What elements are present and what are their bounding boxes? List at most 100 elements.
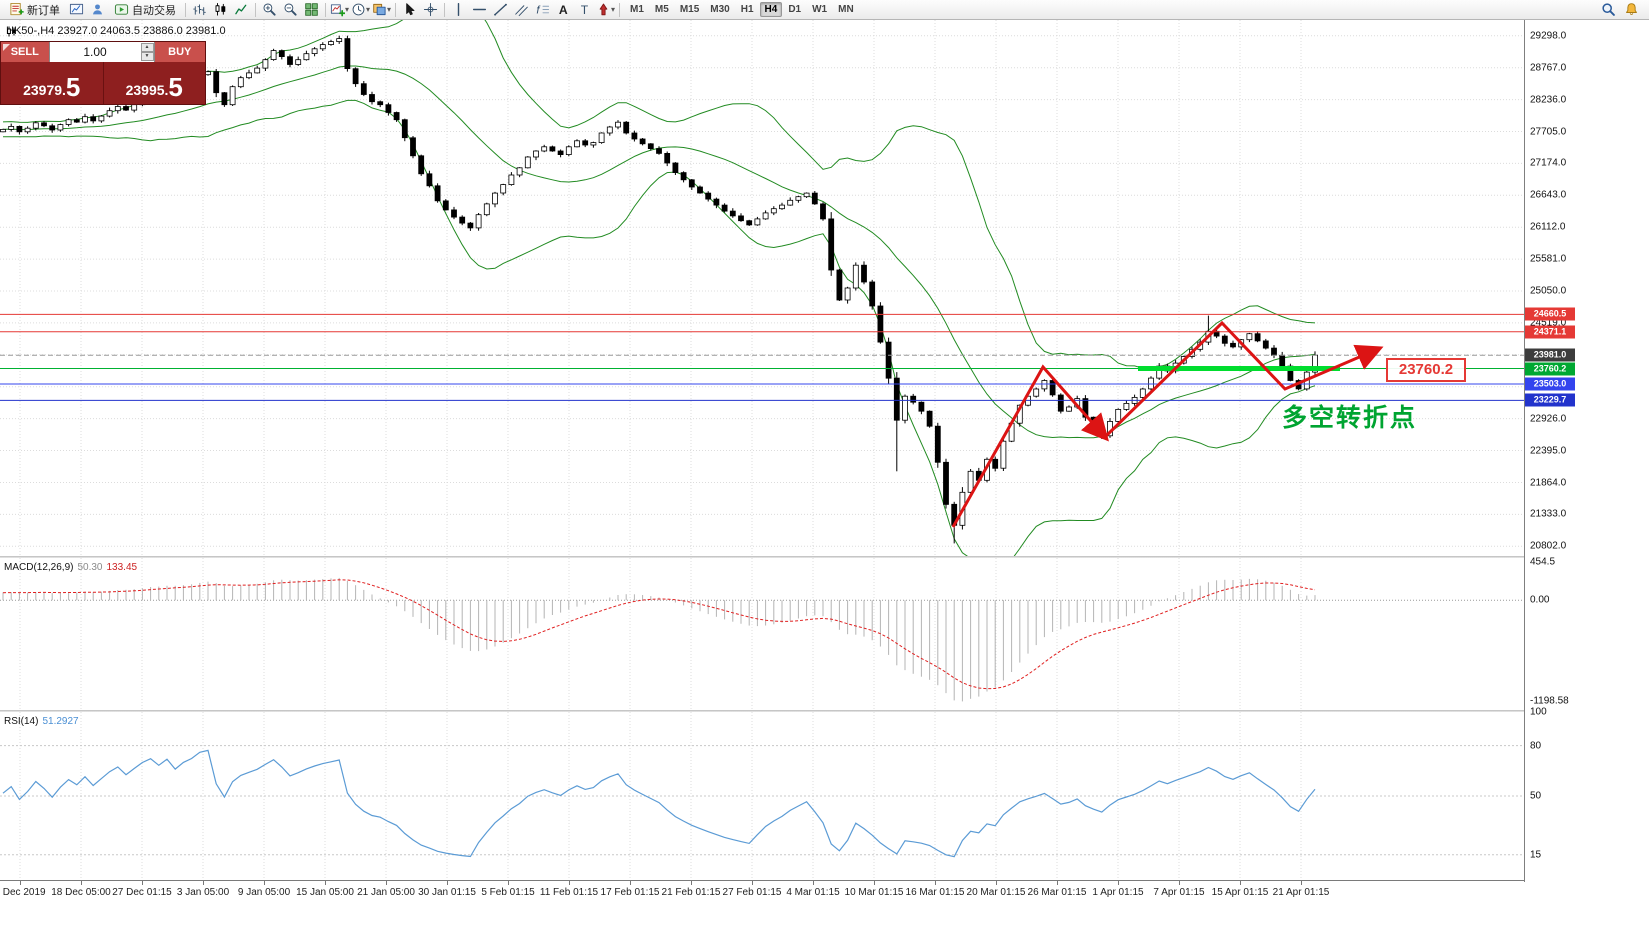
templates-icon[interactable]: ▾ [371,0,392,20]
volume-increase-button[interactable]: ▲ [140,43,154,52]
time-axis-label: 20 Mar 01:15 [966,887,1026,898]
time-axis-label: 1 Apr 01:15 [1092,887,1144,898]
cursor-icon[interactable] [399,0,420,20]
text-icon[interactable]: A [553,0,574,20]
dropdown-caret-icon[interactable]: ▾ [610,5,615,14]
rsi-indicator-label: RSI(14) 51.2927 [4,716,79,727]
volume-decrease-button[interactable]: ▼ [140,52,154,61]
time-tick [935,881,936,885]
periods-icon[interactable]: ▾ [350,0,371,20]
toolbar-separator [185,2,186,17]
timeframe-button-m15[interactable]: M15 [675,2,704,17]
symbol-ohlc-text: HK50-,H4 23927.0 24063.5 23886.0 23981.0 [6,25,226,37]
one-click-collapse-icon[interactable] [3,44,10,51]
new-chart-icon[interactable]: ▾ [329,0,350,20]
volume-spinner[interactable]: 1.00 ▲ ▼ [48,42,155,62]
price-axis-label: 26643.0 [1530,189,1567,201]
price-axis-label: 20802.0 [1530,540,1567,552]
horizontal-line-icon[interactable] [469,0,490,20]
chart-window[interactable]: 29298.0 28767.0 28236.0 27705.0 27174.0 26643… [0,20,1649,948]
charts-icon[interactable] [66,0,87,20]
time-tick [1179,881,1180,885]
toolbar-separator [255,2,256,17]
macd-signal-line [2,579,1316,690]
panel-separator[interactable] [0,710,1649,712]
price-axis[interactable]: 29298.0 28767.0 28236.0 27705.0 27174.0 26643… [1524,20,1649,882]
bar-chart-icon[interactable] [189,0,210,20]
rsi-axis-label: 15 [1530,849,1542,861]
label-icon[interactable]: T [574,0,595,20]
time-tick [386,881,387,885]
time-tick [1301,881,1302,885]
sell-price[interactable]: 23979. 5 [1,62,103,104]
time-axis-label: 27 Dec 01:15 [112,887,172,898]
zoom-out-icon[interactable] [280,0,301,20]
zoom-in-icon[interactable] [259,0,280,20]
search-icon[interactable] [1598,0,1619,20]
sell-button[interactable]: SELL [1,42,49,62]
equidistant-channel-icon[interactable] [511,0,532,20]
turning-point-annotation: 多空转折点 [1282,404,1418,432]
timeframe-button-m1[interactable]: M1 [625,2,649,17]
macd-main-value: 50.30 [77,562,103,573]
timeframe-button-h4[interactable]: H4 [759,2,783,17]
trend-arrows [951,320,1384,528]
time-tick [447,881,448,885]
time-axis-label: 27 Feb 01:15 [722,887,782,898]
timeframe-button-mn[interactable]: MN [833,2,859,17]
buy-price-main: 23995. [125,82,169,98]
rsi-panel-canvas[interactable] [0,712,1524,880]
panel-separator[interactable] [0,556,1649,558]
sell-price-big-digit: 5 [65,72,81,102]
price-axis-label: 27174.0 [1530,157,1567,169]
rsi-name: RSI(14) [4,716,39,727]
main-chart-canvas[interactable] [0,20,1524,556]
timeframe-button-m30[interactable]: M30 [705,2,734,17]
price-tag: 23503.0 [1525,377,1575,391]
price-axis-label: 21333.0 [1530,508,1567,520]
dropdown-caret-icon[interactable]: ▾ [344,5,349,14]
timeframe-button-d1[interactable]: D1 [783,2,806,17]
line-chart-icon[interactable] [231,0,252,20]
arrows-icon[interactable]: ▾ [595,0,616,20]
profiles-icon[interactable] [87,0,108,20]
price-axis-label: 29298.0 [1530,30,1567,42]
trendline-icon[interactable] [490,0,511,20]
new-order-button[interactable]: 新订单 [3,0,66,20]
macd-panel-canvas[interactable] [0,558,1524,710]
autotrading-button[interactable]: 自动交易 [108,0,182,20]
volume-value[interactable]: 1.00 [83,45,107,59]
fibonacci-icon[interactable]: f [532,0,553,20]
alert-icon[interactable] [1621,0,1642,20]
price-tag: 23981.0 [1525,348,1575,362]
buy-price[interactable]: 23995. 5 [104,62,206,104]
price-divider [102,62,104,104]
vertical-line-icon[interactable] [448,0,469,20]
macd-histogram [2,577,1316,702]
buy-button[interactable]: BUY [154,42,205,62]
time-axis-label: 18 Dec 05:00 [51,887,111,898]
time-tick [1118,881,1119,885]
timeframe-button-w1[interactable]: W1 [807,2,832,17]
toolbar-separator [619,2,620,17]
time-axis-label: 26 Mar 01:15 [1027,887,1087,898]
time-axis-label: 2 Dec 2019 [0,887,46,898]
price-tag: 24371.1 [1525,325,1575,339]
price-tag: 23760.2 [1525,362,1575,375]
time-tick [142,881,143,885]
autotrading-label: 自动交易 [132,4,176,17]
timeframe-button-m5[interactable]: M5 [650,2,674,17]
dropdown-caret-icon[interactable]: ▾ [365,5,370,14]
tile-windows-icon[interactable] [301,0,322,20]
timeframe-button-h1[interactable]: H1 [736,2,759,17]
macd-axis-label: 454.5 [1530,556,1556,568]
time-tick [81,881,82,885]
crosshair-icon[interactable] [420,0,441,20]
candlestick-icon[interactable] [210,0,231,20]
time-axis-label: 9 Jan 05:00 [237,887,291,898]
dropdown-caret-icon[interactable]: ▾ [386,5,391,14]
price-axis-label: 22395.0 [1530,445,1567,456]
toolbar-separator [444,2,445,17]
buy-price-big-digit: 5 [168,72,183,102]
